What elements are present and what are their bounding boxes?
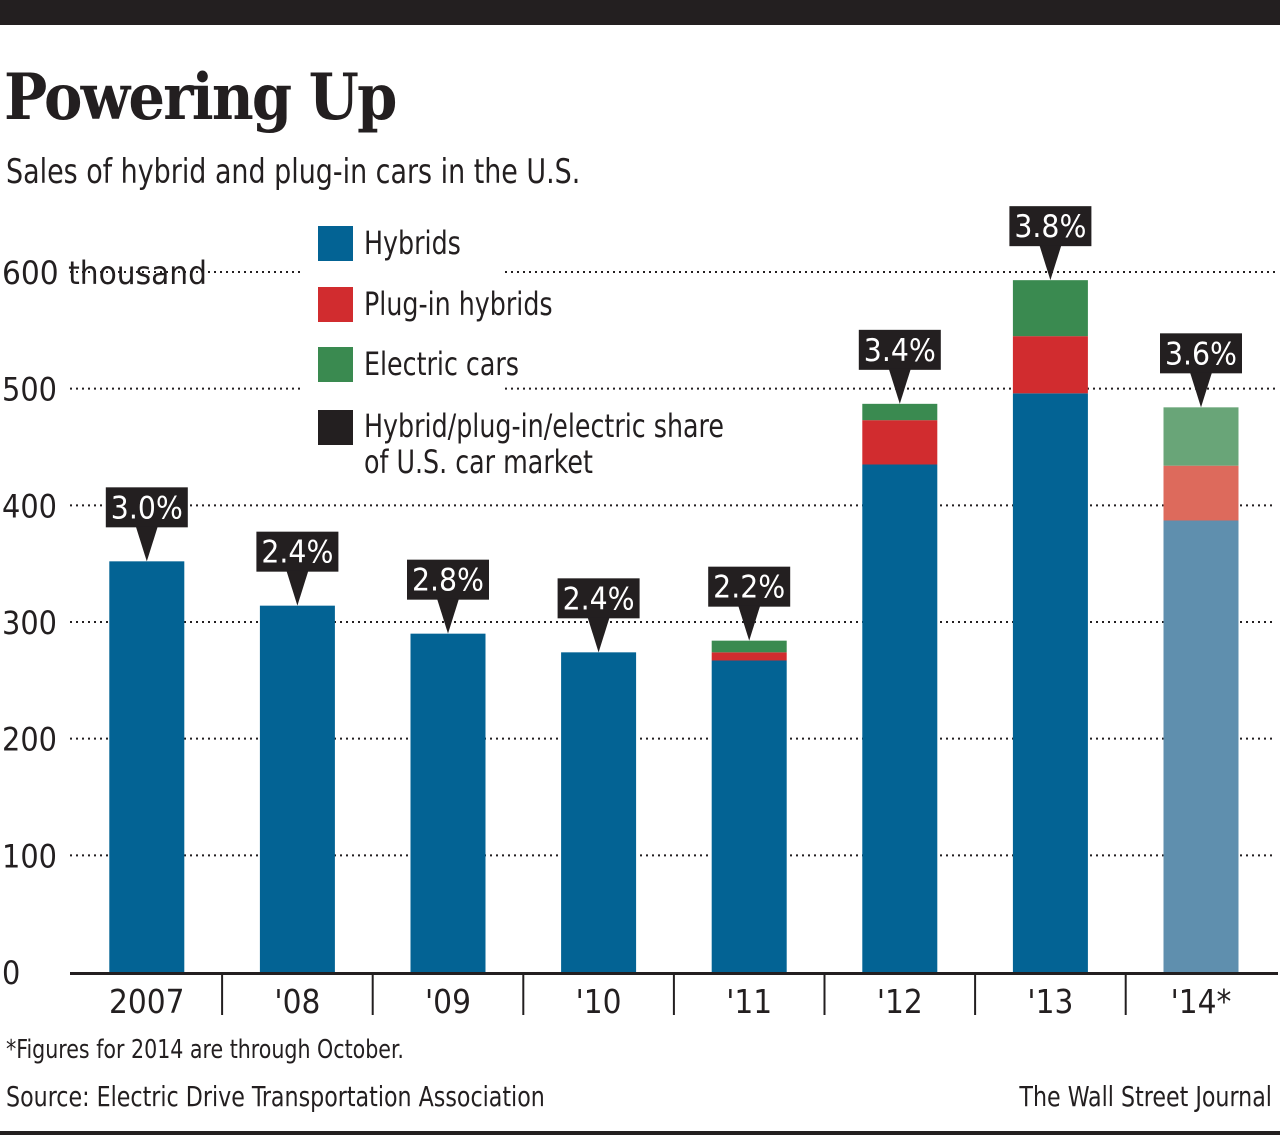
x-tick-label: 2007 — [109, 982, 185, 1021]
bar-hybrids — [561, 652, 637, 972]
bar-hybrids — [410, 633, 486, 972]
share-callout-box — [858, 329, 941, 370]
y-tick-label: 600 thousand — [2, 254, 207, 292]
footnote: *Figures for 2014 are through October. — [6, 1035, 404, 1065]
top-rule — [0, 0, 1280, 25]
source-note: Source: Electric Drive Transportation As… — [6, 1080, 545, 1113]
legend-swatch-market-share — [318, 410, 353, 445]
share-label: 3.6% — [1165, 336, 1237, 372]
share-callout-box — [1009, 206, 1092, 247]
share-label: 3.4% — [864, 333, 936, 369]
y-tick-label: 100 — [2, 837, 57, 875]
credit-line: The Wall Street Journal — [1019, 1080, 1272, 1113]
bar-electric-cars — [711, 640, 787, 653]
share-callout-box — [557, 578, 640, 619]
share-callout-pointer — [888, 368, 911, 404]
share-label: 3.8% — [1014, 209, 1086, 245]
bar-hybrids — [1012, 393, 1088, 972]
bar-plug-in-hybrids — [862, 420, 938, 465]
legend-label-electric-cars: Electric cars — [364, 345, 519, 383]
bar-plug-in-hybrids — [711, 652, 787, 661]
y-tick-label: 500 — [2, 371, 57, 409]
chart-subtitle: Sales of hybrid and plug-in cars in the … — [6, 152, 581, 192]
bar-hybrids — [109, 561, 185, 972]
share-callout-pointer — [587, 617, 610, 653]
share-callout-pointer — [1039, 245, 1062, 281]
legend-swatch-electric-cars — [318, 347, 353, 382]
x-tick-label: '13 — [1027, 982, 1073, 1021]
share-callout-pointer — [1190, 372, 1212, 408]
x-tick-label: '09 — [425, 982, 471, 1021]
x-tick-label: '11 — [726, 982, 772, 1021]
share-callout-box — [407, 559, 489, 600]
share-callout-pointer — [135, 526, 158, 562]
legend-swatch-hybrids — [318, 226, 353, 261]
bottom-rule — [0, 1131, 1280, 1135]
share-callout-box — [708, 566, 791, 607]
y-tick-label: 200 — [2, 721, 57, 759]
share-callout-pointer — [738, 605, 761, 641]
x-tick-label: '12 — [877, 982, 923, 1021]
legend-label-hybrids: Hybrids — [364, 224, 461, 262]
share-callout-pointer — [437, 598, 459, 634]
share-label: 2.4% — [261, 535, 333, 571]
y-tick-label: 300 — [2, 604, 57, 642]
share-callout-box — [1160, 333, 1242, 374]
x-tick-label: '14* — [1171, 982, 1232, 1021]
y-tick-label: 400 — [2, 487, 57, 525]
legend-label-market-share: Hybrid/plug-in/electric share of U.S. ca… — [364, 407, 724, 481]
bar-hybrids — [711, 660, 787, 972]
x-tick-label: '08 — [274, 982, 320, 1021]
share-callout-box — [256, 531, 339, 572]
bar-plug-in-hybrids — [1163, 465, 1239, 521]
share-callout-pointer — [286, 570, 309, 606]
y-tick-label: 0 — [2, 954, 20, 992]
share-label: 2.4% — [563, 581, 635, 617]
bar-electric-cars — [1012, 280, 1088, 337]
bar-electric-cars — [862, 403, 938, 421]
bar-electric-cars — [1163, 407, 1239, 466]
share-callout-box — [105, 487, 188, 528]
chart-title: Powering Up — [4, 60, 397, 135]
share-label: 2.2% — [713, 570, 785, 606]
bar-hybrids — [1163, 520, 1239, 972]
bar-hybrids — [259, 605, 335, 972]
bar-plug-in-hybrids — [1012, 336, 1088, 394]
share-label: 2.8% — [412, 563, 484, 599]
bar-hybrids — [862, 464, 938, 972]
share-label: 3.0% — [111, 490, 183, 526]
legend-swatch-plug-in-hybrids — [318, 287, 353, 322]
x-tick-label: '10 — [576, 982, 622, 1021]
legend-label-plug-in-hybrids: Plug-in hybrids — [364, 285, 553, 323]
